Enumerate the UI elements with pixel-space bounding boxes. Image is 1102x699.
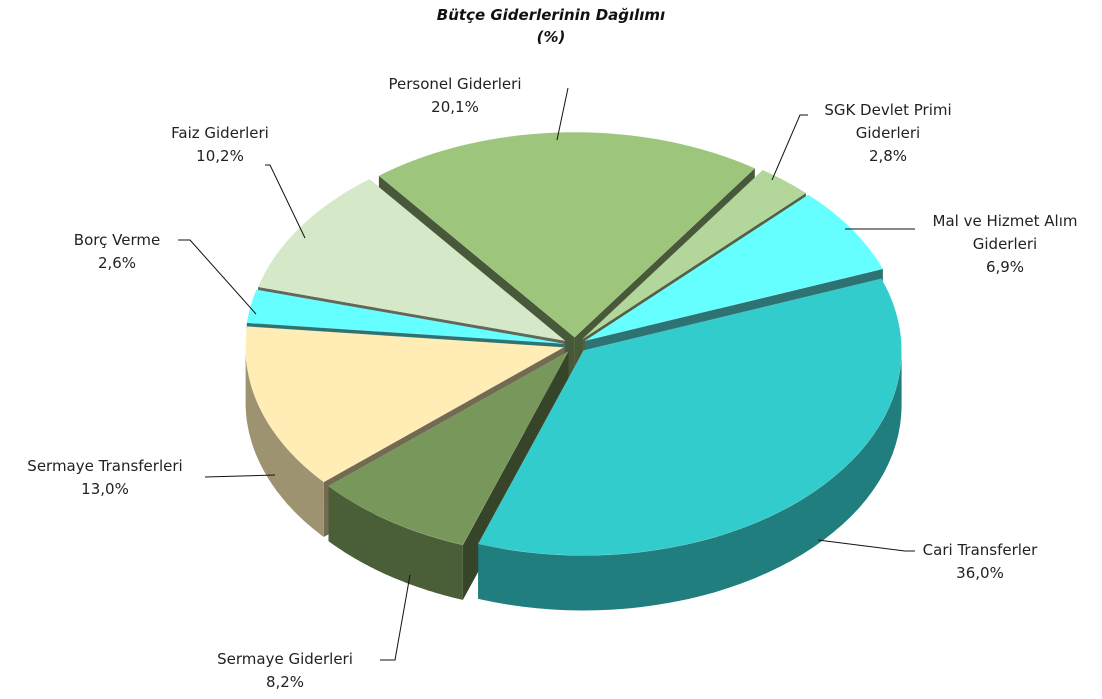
leader-line (178, 239, 257, 315)
chart-title: Bütçe Giderlerinin Dağılımı (436, 6, 666, 24)
slice (582, 169, 807, 340)
leader-line (556, 87, 569, 141)
data-label: Mal ve Hizmet Alım Giderleri 6,9% (910, 210, 1100, 279)
data-label: Cari Transferler 36,0% (900, 539, 1060, 585)
slice (477, 278, 902, 556)
slice-tops (245, 131, 902, 556)
slice (378, 131, 756, 338)
value-label: 20,1% (431, 98, 479, 116)
slice-side (328, 486, 463, 600)
data-label: Sermaye Transferleri 13,0% (0, 455, 210, 501)
category-label: Borç Verme (73, 231, 161, 249)
leader-line (817, 539, 915, 552)
data-label: SGK Devlet Primi Giderleri 2,8% (798, 99, 978, 168)
value-label: 8,2% (265, 673, 305, 691)
category-label: Mal ve Hizmet Alım Giderleri (932, 212, 1078, 253)
slice (245, 326, 565, 483)
value-label: 10,2% (196, 147, 244, 165)
category-label: Sermaye Giderleri (217, 650, 353, 668)
data-label: Personel Giderleri 20,1% (365, 73, 545, 119)
leader-line (771, 114, 808, 181)
slice-side (478, 350, 902, 611)
value-label: 13,0% (81, 480, 129, 498)
leader-line (380, 574, 411, 661)
chart-subtitle: (%) (536, 28, 566, 46)
data-label: Sermaye Giderleri 8,2% (185, 648, 385, 694)
data-label: Faiz Giderleri 10,2% (150, 122, 290, 168)
data-label: Borç Verme 2,6% (42, 229, 192, 275)
category-label: Sermaye Transferleri (27, 457, 183, 475)
leader-line (265, 164, 306, 239)
slice (246, 289, 564, 344)
value-label: 2,8% (868, 147, 908, 165)
value-label: 36,0% (956, 564, 1004, 582)
category-label: SGK Devlet Primi Giderleri (824, 101, 952, 142)
category-label: Cari Transferler (922, 541, 1038, 559)
slice (328, 350, 569, 546)
value-label: 6,9% (985, 258, 1025, 276)
value-label: 2,6% (97, 254, 137, 272)
leader-line (204, 474, 276, 478)
category-label: Faiz Giderleri (171, 124, 269, 142)
slice-side (245, 347, 324, 537)
category-label: Personel Giderleri (388, 75, 522, 93)
